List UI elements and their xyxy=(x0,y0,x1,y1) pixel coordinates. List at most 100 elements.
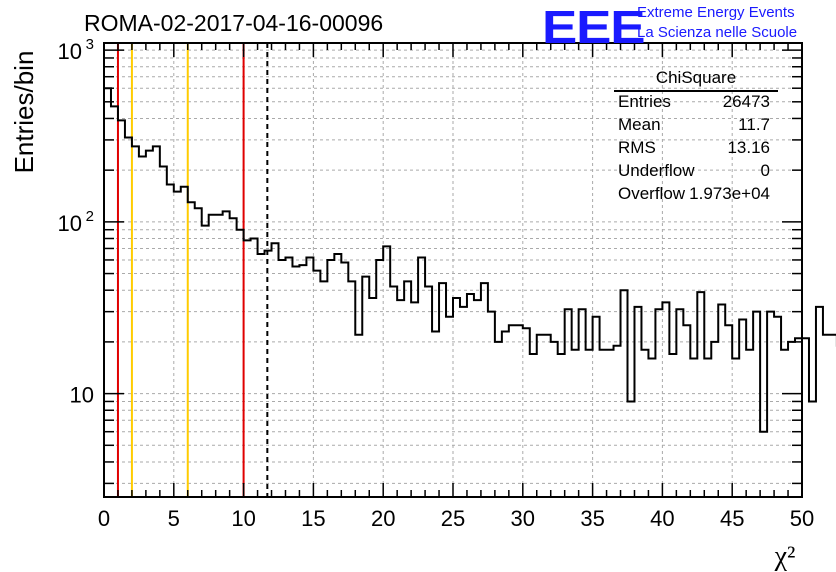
y-axis-label: Entries/bin xyxy=(9,51,39,174)
histogram-bin xyxy=(439,283,446,497)
stat-label: Underflow xyxy=(618,161,695,180)
histogram-bin xyxy=(628,401,635,497)
y-tick-label-exponent: 2 xyxy=(86,208,94,225)
histogram-bin xyxy=(718,305,725,497)
stat-value: 26473 xyxy=(722,92,770,111)
histogram-bin xyxy=(411,302,418,497)
histogram-bin xyxy=(704,359,711,497)
x-tick-label: 0 xyxy=(98,506,110,531)
stat-row-mean: Mean 11.7 xyxy=(618,115,770,137)
histogram-bin xyxy=(544,335,551,497)
histogram-bin xyxy=(676,309,683,497)
histogram-bin xyxy=(607,350,614,497)
histogram-bin xyxy=(390,287,397,497)
histogram-bin xyxy=(697,292,704,497)
stat-row-overflow: Overflow 1.973e+04 xyxy=(618,184,770,206)
histogram-bin xyxy=(209,215,216,497)
histogram-bin xyxy=(167,185,174,497)
histogram-bin xyxy=(320,281,327,497)
histogram-bin xyxy=(376,260,383,497)
histogram-bin xyxy=(823,335,830,497)
histogram-bin xyxy=(111,106,118,497)
histogram-bin xyxy=(202,226,209,497)
histogram-bin xyxy=(516,325,523,497)
histogram-bin xyxy=(593,317,600,497)
histogram-bin xyxy=(355,335,362,497)
histogram-bin xyxy=(132,146,139,497)
stats-divider xyxy=(614,90,778,92)
histogram-bin xyxy=(223,211,230,497)
histogram-bin xyxy=(425,287,432,497)
histogram-bin xyxy=(383,246,390,497)
histogram-bin xyxy=(495,342,502,497)
histogram-bin xyxy=(118,120,125,497)
stat-row-underflow: Underflow 0 xyxy=(618,161,770,183)
histogram-bin xyxy=(327,260,334,497)
stat-row-rms: RMS 13.16 xyxy=(618,138,770,160)
histogram-bin xyxy=(279,260,286,497)
histogram-bin xyxy=(237,230,244,497)
histogram-bin xyxy=(509,325,516,497)
histogram-bin xyxy=(788,342,795,497)
stat-row-entries: Entries 26473 xyxy=(618,92,770,114)
histogram-bin xyxy=(711,342,718,497)
logo-line-1: Extreme Energy Events xyxy=(637,4,795,21)
x-tick-label: 20 xyxy=(371,506,395,531)
histogram-bin xyxy=(655,309,662,497)
histogram-bin xyxy=(739,320,746,497)
histogram-bin xyxy=(725,325,732,497)
histogram-bin xyxy=(313,271,320,497)
histogram-bin xyxy=(774,317,781,497)
x-tick-label: 5 xyxy=(168,506,180,531)
run-title: ROMA-02-2017-04-16-00096 xyxy=(84,10,384,36)
reference-lines xyxy=(116,43,269,497)
histogram-bin xyxy=(614,346,621,497)
stat-label: Entries xyxy=(618,92,671,111)
histogram-bin xyxy=(579,309,586,497)
stat-value: 1.973e+04 xyxy=(689,184,770,203)
logo-line-2: La Scienza nelle Scuole xyxy=(637,24,798,41)
stat-value: 13.16 xyxy=(727,138,770,157)
histogram-bin xyxy=(662,302,669,497)
y-tick-label: 10 xyxy=(70,383,94,408)
y-tick-label: 10 xyxy=(58,211,82,236)
stat-label: Mean xyxy=(618,115,661,134)
histogram-bin xyxy=(558,354,565,497)
histogram-bin xyxy=(551,342,558,497)
histogram-bin xyxy=(369,298,376,497)
histogram-bin xyxy=(565,309,572,497)
histogram-bin xyxy=(418,258,425,497)
x-tick-label: 45 xyxy=(720,506,744,531)
x-tick-label: 40 xyxy=(650,506,674,531)
x-tick-label: 25 xyxy=(441,506,465,531)
histogram-bin xyxy=(285,258,292,497)
stats-box: ChiSquare Entries 26473 Mean 11.7 RMS 13… xyxy=(612,68,780,210)
histogram-bin xyxy=(669,354,676,497)
histogram-bin xyxy=(760,432,767,497)
stat-value: 0 xyxy=(760,161,770,180)
stat-value: 11.7 xyxy=(738,115,770,134)
histogram-bin xyxy=(648,359,655,497)
x-tick-label: 10 xyxy=(231,506,255,531)
histogram-bin xyxy=(600,350,607,497)
histogram-bin xyxy=(488,312,495,497)
eee-logo: EEE xyxy=(542,1,646,53)
histogram-bin xyxy=(251,238,258,497)
stat-label: Overflow xyxy=(618,184,686,203)
histogram-bin xyxy=(502,331,509,497)
histogram-bin xyxy=(586,350,593,497)
histogram-bin xyxy=(244,240,251,497)
histogram-bin xyxy=(530,354,537,497)
histogram-bin xyxy=(641,350,648,497)
histogram-bin xyxy=(467,294,474,497)
histogram-bin xyxy=(809,401,816,497)
histogram-bin xyxy=(537,335,544,497)
histogram-bin xyxy=(160,167,167,497)
histogram-bin xyxy=(104,88,111,497)
histogram-bin xyxy=(125,137,132,497)
y-tick-label-exponent: 3 xyxy=(86,36,94,53)
x-tick-label: 15 xyxy=(301,506,325,531)
histogram-bin xyxy=(397,300,404,497)
